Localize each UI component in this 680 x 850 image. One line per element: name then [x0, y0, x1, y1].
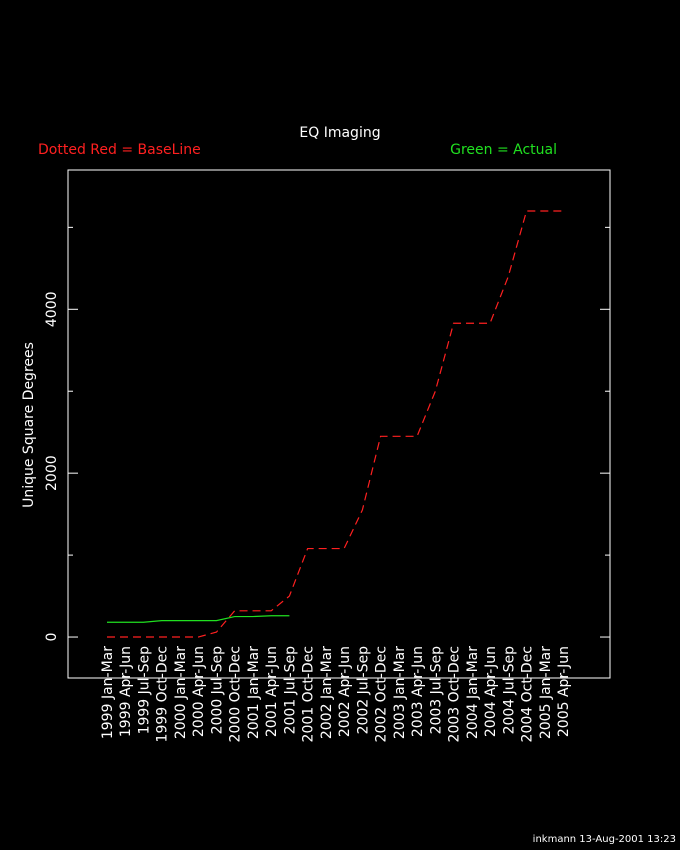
x-tick-label: 2000 Apr-Jun: [191, 646, 207, 737]
footer: inkmann 13-Aug-2001 13:23: [533, 834, 676, 845]
x-tick-label: 2005 Apr-Jun: [556, 646, 572, 737]
x-tick-label: 2004 Oct-Dec: [520, 646, 536, 742]
x-tick-label: 2004 Jan-Mar: [465, 646, 481, 739]
x-tick-label: 2001 Jan-Mar: [246, 646, 262, 739]
y-tick-label: 0: [44, 633, 60, 642]
x-tick-label: 2002 Jan-Mar: [319, 646, 335, 739]
x-tick-label: 2003 Jan-Mar: [392, 646, 408, 739]
x-tick-label: 2003 Oct-Dec: [447, 646, 463, 742]
x-tick-label: 2002 Apr-Jun: [337, 646, 353, 737]
data-line: [107, 615, 290, 623]
x-tick-label: 2000 Oct-Dec: [228, 646, 244, 742]
legend-note: Green = Actual: [450, 142, 557, 158]
plot-frame: [67, 169, 611, 679]
y-tick-label: 2000: [44, 455, 60, 491]
x-tick-label: 2002 Oct-Dec: [374, 646, 390, 742]
x-tick-label: 2001 Jul-Sep: [282, 646, 298, 735]
x-tick-label: 1999 Apr-Jun: [118, 646, 134, 737]
x-tick-label: 2004 Jul-Sep: [501, 646, 517, 735]
y-axis-label: Unique Square Degrees: [21, 342, 37, 508]
y-tick-label: 4000: [44, 291, 60, 327]
x-tick-label: 2000 Jan-Mar: [173, 646, 189, 739]
x-tick-label: 2001 Oct-Dec: [301, 646, 317, 742]
x-tick-label: 2005 Jan-Mar: [538, 646, 554, 739]
x-tick-label: 1999 Jan-Mar: [100, 646, 116, 739]
x-tick-label: 2000 Jul-Sep: [209, 646, 225, 735]
x-tick-label: 2002 Jul-Sep: [355, 646, 371, 735]
data-line: [107, 210, 563, 638]
x-tick-label: 1999 Jul-Sep: [136, 646, 152, 735]
x-tick-label: 2001 Apr-Jun: [264, 646, 280, 737]
x-tick-label: 2003 Apr-Jun: [410, 646, 426, 737]
x-tick-label: 2003 Jul-Sep: [428, 646, 444, 735]
legend-note: Dotted Red = BaseLine: [38, 142, 201, 158]
x-tick-label: 1999 Oct-Dec: [155, 646, 171, 742]
chart-title: EQ Imaging: [299, 125, 380, 141]
x-tick-label: 2004 Apr-Jun: [483, 646, 499, 737]
